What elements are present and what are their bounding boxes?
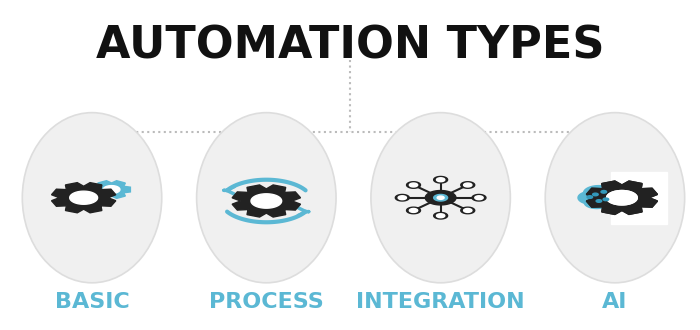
- Polygon shape: [434, 177, 447, 183]
- Polygon shape: [461, 207, 475, 214]
- Text: INTEGRATION: INTEGRATION: [356, 292, 525, 313]
- Polygon shape: [410, 183, 418, 187]
- Polygon shape: [438, 196, 444, 199]
- Text: BASIC: BASIC: [55, 292, 130, 313]
- Polygon shape: [475, 196, 483, 200]
- Polygon shape: [410, 209, 418, 213]
- Polygon shape: [407, 182, 421, 188]
- Polygon shape: [603, 198, 609, 201]
- Polygon shape: [437, 214, 444, 218]
- Polygon shape: [596, 185, 623, 198]
- Polygon shape: [607, 190, 637, 205]
- Polygon shape: [434, 213, 447, 219]
- Polygon shape: [584, 185, 614, 200]
- Polygon shape: [592, 191, 620, 204]
- Polygon shape: [437, 178, 444, 182]
- Text: AI: AI: [602, 292, 628, 313]
- Polygon shape: [52, 182, 116, 213]
- Polygon shape: [103, 185, 120, 193]
- Ellipse shape: [197, 113, 336, 283]
- Polygon shape: [426, 190, 456, 205]
- Polygon shape: [434, 194, 447, 201]
- Polygon shape: [578, 191, 606, 204]
- Polygon shape: [596, 196, 620, 208]
- Polygon shape: [584, 197, 610, 209]
- Polygon shape: [463, 183, 472, 187]
- Polygon shape: [463, 209, 472, 213]
- Polygon shape: [587, 181, 657, 214]
- Polygon shape: [398, 196, 407, 200]
- Bar: [612, 172, 667, 224]
- Polygon shape: [232, 185, 300, 217]
- Polygon shape: [92, 181, 130, 198]
- Polygon shape: [593, 193, 598, 196]
- Text: AUTOMATION TYPES: AUTOMATION TYPES: [96, 24, 604, 67]
- Polygon shape: [587, 181, 657, 214]
- Ellipse shape: [545, 113, 685, 283]
- Polygon shape: [461, 182, 475, 188]
- Polygon shape: [587, 196, 593, 198]
- Polygon shape: [472, 194, 486, 201]
- Ellipse shape: [22, 113, 162, 283]
- Ellipse shape: [371, 113, 510, 283]
- Polygon shape: [607, 190, 637, 205]
- Polygon shape: [407, 207, 421, 214]
- Polygon shape: [601, 190, 607, 193]
- Text: PROCESS: PROCESS: [209, 292, 323, 313]
- Polygon shape: [251, 194, 281, 208]
- Polygon shape: [70, 191, 97, 204]
- Polygon shape: [395, 194, 409, 201]
- Polygon shape: [596, 200, 602, 202]
